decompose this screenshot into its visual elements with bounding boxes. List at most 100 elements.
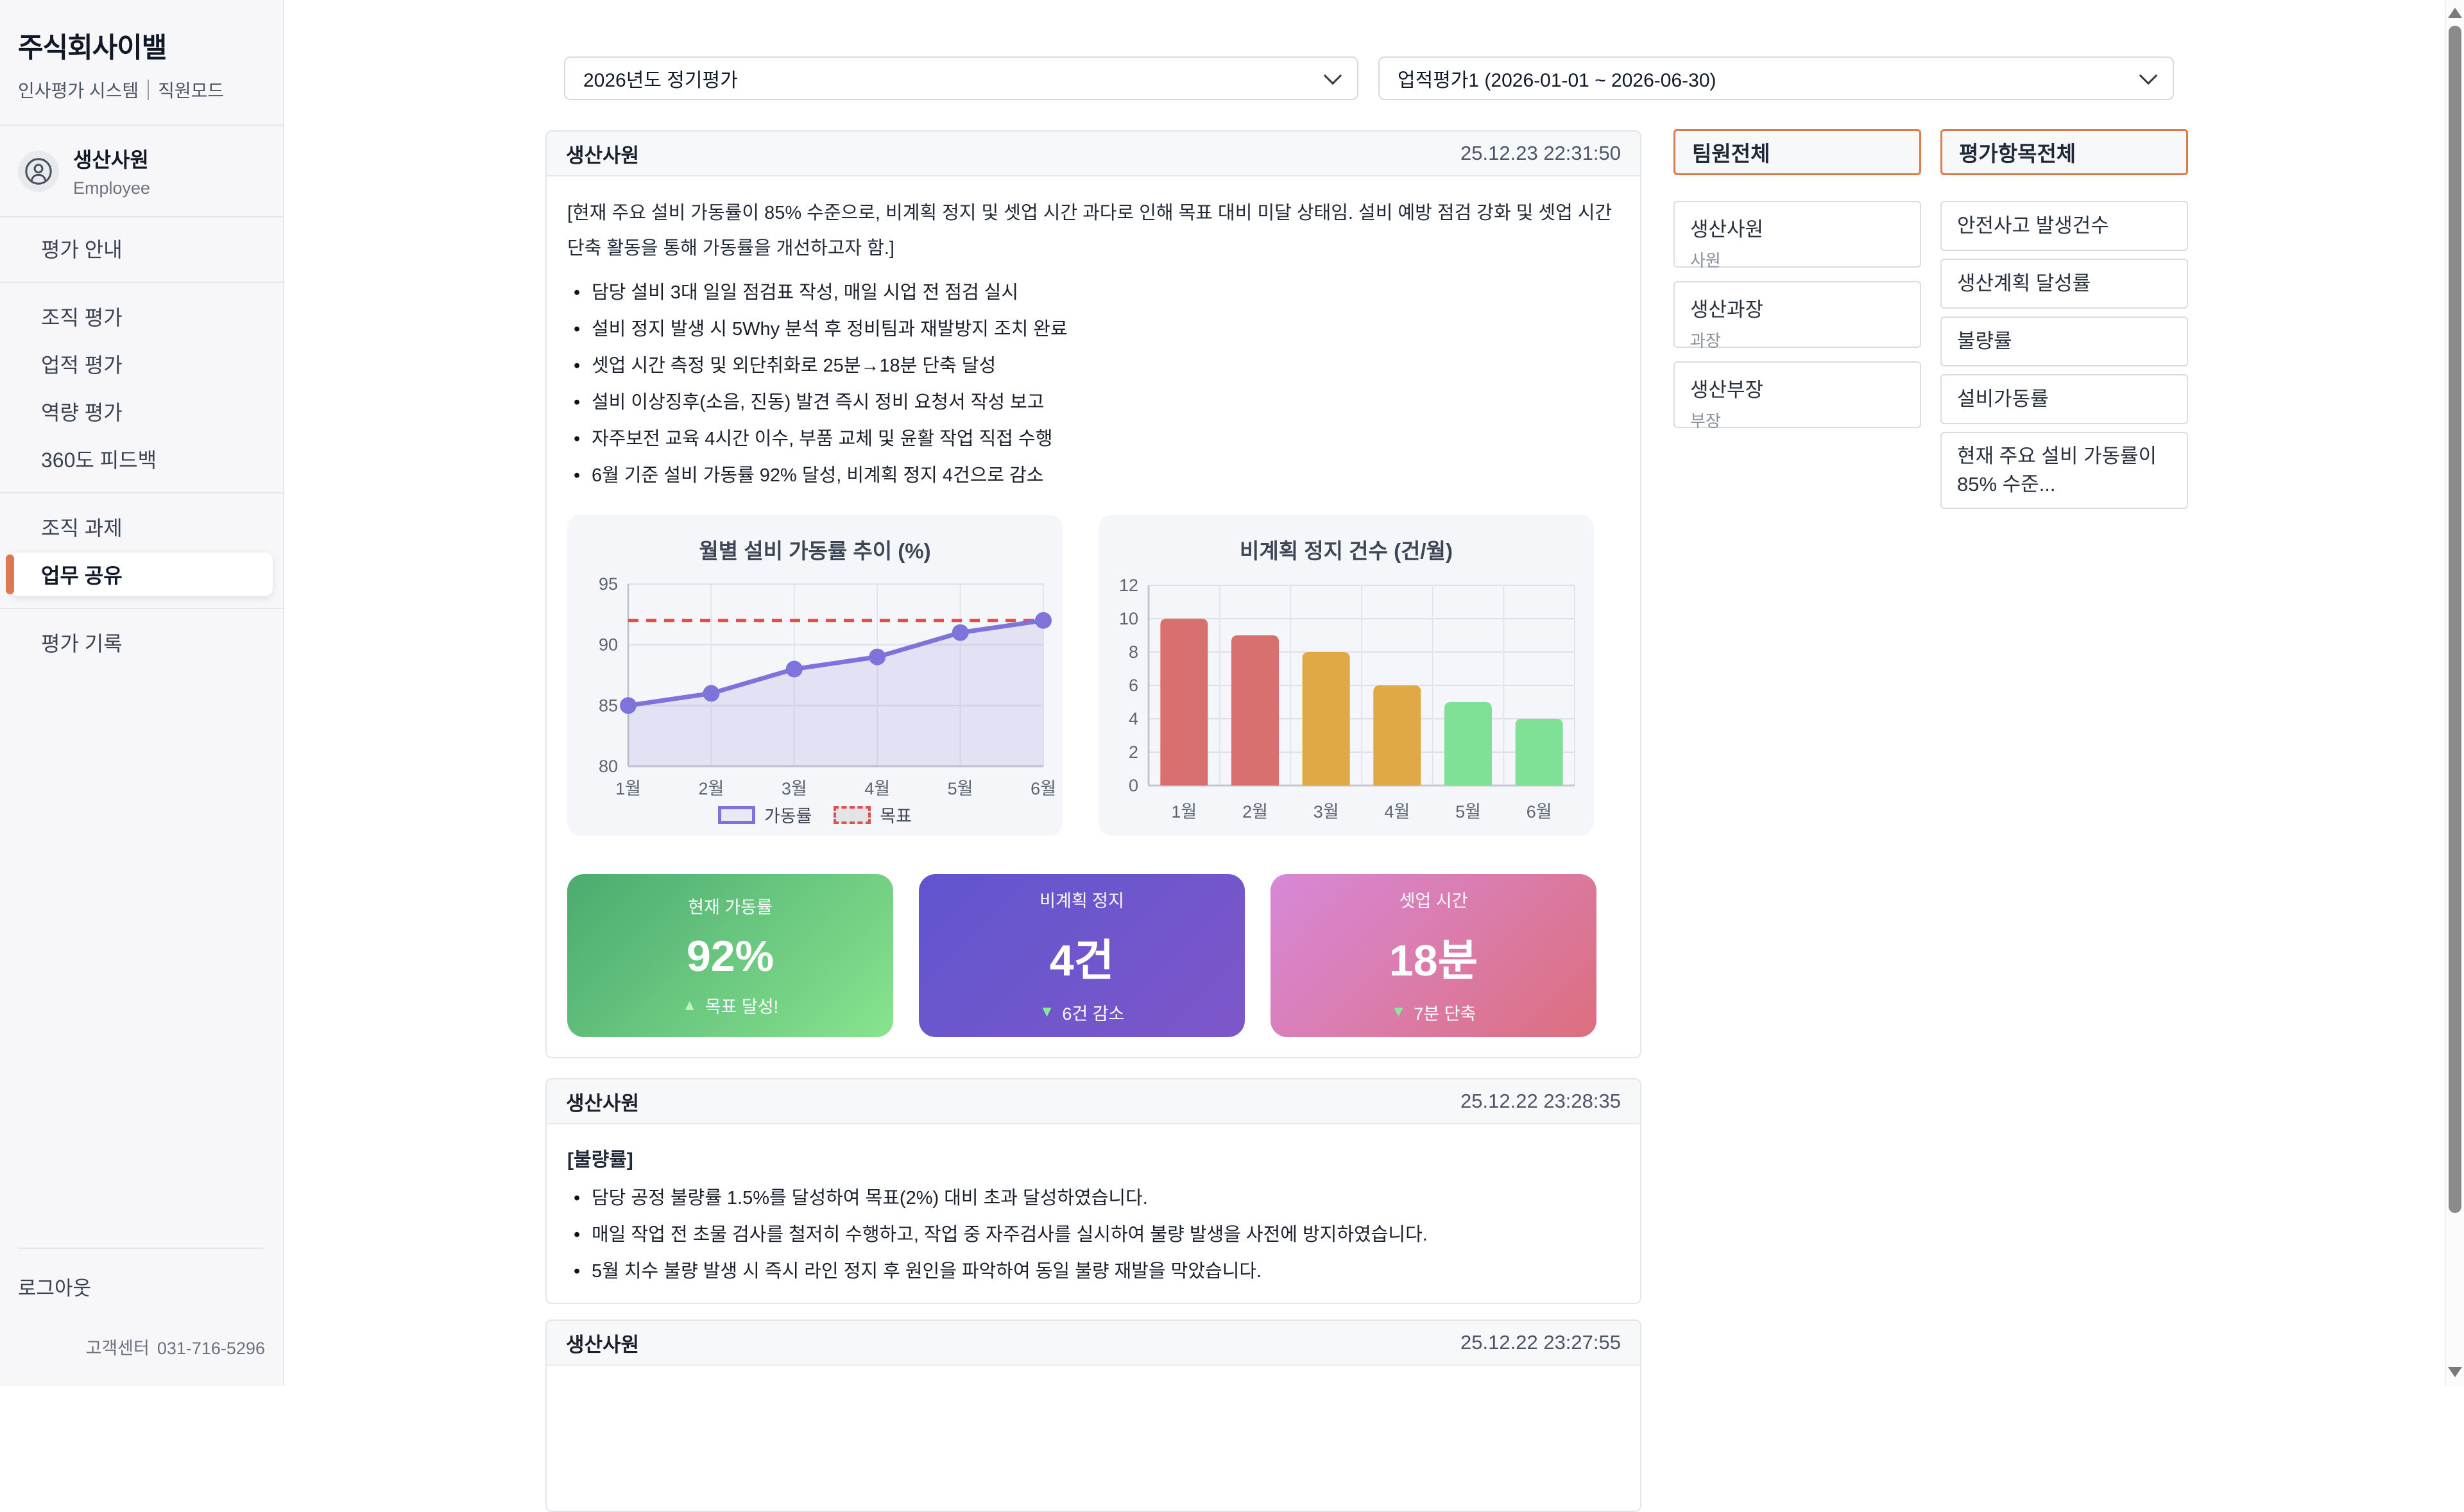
stat-value: 4건 xyxy=(1049,936,1115,985)
svg-text:6: 6 xyxy=(1129,676,1138,695)
support-label: 고객센터 xyxy=(85,1339,150,1358)
sidebar-divider xyxy=(0,216,283,218)
line-chart: 80 85 90 95 1월 2월 3월 4월 5월 6월 xyxy=(599,574,1056,798)
logout-button[interactable]: 로그아웃 xyxy=(18,1277,92,1300)
bullet-item: 매일 작업 전 초물 검사를 철저히 수행하고, 작업 중 자주검사를 실시하여… xyxy=(567,1221,1620,1248)
member-role: 부장 xyxy=(1690,411,1721,431)
member-role: 과장 xyxy=(1690,331,1721,350)
bullet-list: 담당 공정 불량률 1.5%를 달성하여 목표(2%) 대비 초과 달성하였습니… xyxy=(567,1185,1620,1285)
team-panel-header[interactable]: 팀원전체 xyxy=(1673,129,1921,175)
sidebar-item-eval-guide[interactable]: 평가 안내 xyxy=(41,238,123,261)
profile-name: 생산사원 xyxy=(73,148,149,171)
post-author: 생산사원 xyxy=(566,1092,640,1115)
sidebar: 주식회사이밸 인사평가 시스템 직원모드 생산사원 Employee 평가 안내… xyxy=(0,0,284,1386)
bullet-item: 자주보전 교육 4시간 이수, 부품 교체 및 윤활 작업 직접 수행 xyxy=(567,425,1620,452)
nav-divider xyxy=(0,492,283,494)
team-member-card[interactable]: 생산사원 사원 xyxy=(1673,201,1921,270)
criteria-item[interactable]: 현재 주요 설비 가동률이 85% 수준... xyxy=(1940,432,2188,509)
nav-divider xyxy=(0,282,283,283)
sidebar-item-eval-records[interactable]: 평가 기록 xyxy=(41,632,123,655)
bullet-item: 담당 설비 3대 일일 점검표 작성, 매일 시업 전 점검 실시 xyxy=(567,279,1620,306)
period-select-value: 2026년도 정기평가 xyxy=(583,70,738,91)
triangle-down-icon: ▼ xyxy=(1390,1003,1407,1020)
scroll-down-arrow-icon[interactable] xyxy=(2448,1367,2462,1377)
bullet-item: 6월 기준 설비 가동률 92% 달성, 비계획 정지 4건으로 감소 xyxy=(567,462,1620,489)
legend-swatch-utilization xyxy=(717,805,755,824)
scroll-up-arrow-icon[interactable] xyxy=(2448,8,2462,18)
profile-role: Employee xyxy=(73,178,151,198)
nav-divider xyxy=(0,608,283,609)
team-member-card[interactable]: 생산부장 부장 xyxy=(1673,361,1921,431)
sidebar-item-org-tasks[interactable]: 조직 과제 xyxy=(41,517,123,540)
svg-text:4: 4 xyxy=(1129,709,1138,728)
tagline-system: 인사평가 시스템 xyxy=(18,81,139,101)
stat-delta-text: 7분 단축 xyxy=(1414,1004,1476,1024)
criteria-panel-header[interactable]: 평가항목전체 xyxy=(1940,129,2188,175)
criteria-panel: 평가항목전체 안전사고 발생건수 생산계획 달성률 불량률 설비가동률 현재 주… xyxy=(1940,129,2188,509)
bullet-item: 설비 정지 발생 시 5Why 분석 후 정비팀과 재발방지 조치 완료 xyxy=(567,316,1620,343)
svg-text:4월: 4월 xyxy=(864,779,890,798)
charts-row: 월별 설비 가동률 추이 (%) 80 85 90 95 1월 2월 3월 4월 5월 6월 가동… xyxy=(567,515,1620,836)
bullet-item: 5월 치수 불량 발생 시 즉시 라인 정지 후 원인을 파악하여 동일 불량 … xyxy=(567,1258,1620,1285)
evaluation-select[interactable]: 업적평가1 (2026-01-01 ~ 2026-06-30) xyxy=(1378,56,2174,100)
post-card: 생산사원 25.12.22 23:28:35 [불량률] 담당 공정 불량률 1… xyxy=(545,1078,1641,1304)
criteria-item[interactable]: 생산계획 달성률 xyxy=(1940,259,2188,309)
brand-tagline: 인사평가 시스템 직원모드 xyxy=(18,77,265,103)
legend-item-utilization: 가동률 xyxy=(717,802,812,827)
post-body: [불량률] 담당 공정 불량률 1.5%를 달성하여 목표(2%) 대비 초과 … xyxy=(547,1124,1640,1303)
svg-text:1월: 1월 xyxy=(1171,802,1197,821)
bullet-list: 담당 설비 3대 일일 점검표 작성, 매일 시업 전 점검 실시 설비 정지 … xyxy=(567,279,1620,489)
support-phone: 031-716-5296 xyxy=(157,1339,265,1358)
stat-delta-text: 6건 감소 xyxy=(1062,1004,1125,1024)
svg-text:4월: 4월 xyxy=(1384,802,1410,821)
period-select[interactable]: 2026년도 정기평가 xyxy=(564,56,1358,100)
svg-text:3월: 3월 xyxy=(1313,802,1339,821)
post-timestamp: 25.12.23 22:31:50 xyxy=(1460,142,1621,164)
tagline-mode: 직원모드 xyxy=(158,81,225,101)
sidebar-item-performance-eval[interactable]: 업적 평가 xyxy=(41,354,123,377)
svg-text:80: 80 xyxy=(599,757,618,776)
svg-text:5월: 5월 xyxy=(948,779,973,798)
svg-text:6월: 6월 xyxy=(1527,802,1552,821)
sidebar-divider xyxy=(0,125,283,126)
criteria-item[interactable]: 설비가동률 xyxy=(1940,374,2188,424)
chevron-down-icon xyxy=(1323,66,1342,85)
criteria-item[interactable]: 안전사고 발생건수 xyxy=(1940,201,2188,251)
svg-text:6월: 6월 xyxy=(1031,779,1056,798)
bar-chart: 0 2 4 6 8 10 12 1월 2월 3월 4월 5월 6월 xyxy=(1119,576,1575,821)
bar-chart-panel: 비계획 정지 건수 (건/월) 0 2 4 6 8 10 12 1월 2월 3월 4월 5월 6월 xyxy=(1099,515,1594,836)
sidebar-item-work-share[interactable]: 업무 공유 xyxy=(6,553,273,596)
post-title: [불량률] xyxy=(567,1149,633,1171)
sidebar-item-360-feedback[interactable]: 360도 피드백 xyxy=(41,449,157,472)
scrollbar-thumb[interactable] xyxy=(2449,26,2461,1213)
legend-item-target: 목표 xyxy=(834,802,912,827)
bullet-item: 담당 공정 불량률 1.5%를 달성하여 목표(2%) 대비 초과 달성하였습니… xyxy=(567,1185,1620,1212)
post-body: [현재 주요 설비 가동률이 85% 수준으로, 비계획 정지 및 셋업 시간 … xyxy=(547,176,1640,1056)
svg-text:95: 95 xyxy=(599,574,618,594)
stat-card-utilization: 현재 가동률 92% ▲ 목표 달성! xyxy=(567,874,893,1037)
sidebar-item-org-eval[interactable]: 조직 평가 xyxy=(41,306,123,329)
team-panel: 팀원전체 생산사원 사원 생산과장 과장 생산부장 부장 xyxy=(1673,129,1921,431)
stat-value: 18분 xyxy=(1389,936,1478,985)
legend-label: 목표 xyxy=(880,807,912,826)
stat-delta: ▼ 6건 감소 xyxy=(1040,1000,1125,1025)
stat-delta: ▼ 7분 단축 xyxy=(1391,1000,1476,1025)
svg-text:3월: 3월 xyxy=(782,779,807,798)
evaluation-select-value: 업적평가1 (2026-01-01 ~ 2026-06-30) xyxy=(1398,70,1716,91)
post-card: 생산사원 25.12.23 22:31:50 [현재 주요 설비 가동률이 85… xyxy=(545,130,1641,1058)
sidebar-item-competency-eval[interactable]: 역량 평가 xyxy=(41,401,123,424)
post-author: 생산사원 xyxy=(566,144,640,167)
svg-text:2월: 2월 xyxy=(698,779,724,798)
team-member-card[interactable]: 생산과장 과장 xyxy=(1673,281,1921,350)
post-body xyxy=(547,1366,1640,1404)
stat-delta: ▲ 목표 달성! xyxy=(682,993,778,1018)
stat-card-unplanned-stops: 비계획 정지 4건 ▼ 6건 감소 xyxy=(919,874,1245,1037)
sidebar-nav: 평가 안내 조직 평가 업적 평가 역량 평가 360도 피드백 조직 과제 업… xyxy=(0,218,283,664)
scrollbar[interactable] xyxy=(2445,0,2464,1386)
support-info: 고객센터 031-716-5296 xyxy=(18,1334,265,1359)
sidebar-footer: 로그아웃 고객센터 031-716-5296 xyxy=(0,1248,283,1386)
avatar xyxy=(18,150,59,192)
svg-text:12: 12 xyxy=(1119,576,1138,595)
chevron-down-icon xyxy=(2139,66,2158,85)
criteria-item[interactable]: 불량률 xyxy=(1940,316,2188,366)
